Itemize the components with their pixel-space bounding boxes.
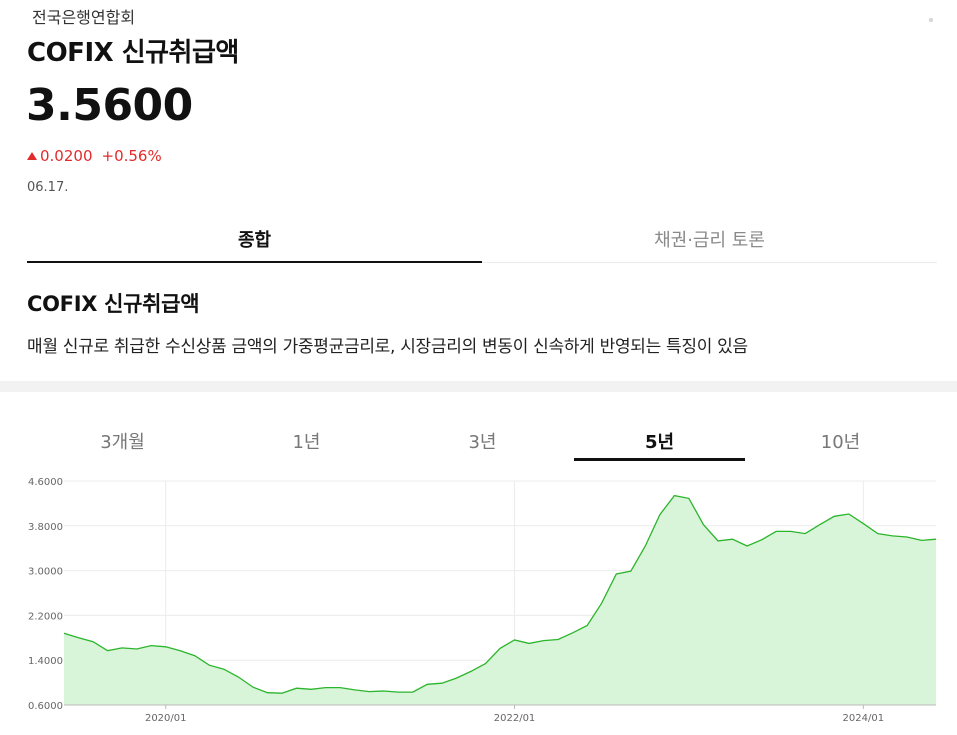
active-tab-indicator	[27, 261, 482, 263]
y-tick-label: 4.6000	[28, 477, 63, 488]
tab-baseline	[482, 262, 937, 263]
period-tab-5y[interactable]: 5년	[644, 432, 675, 453]
y-tick-label: 0.6000	[28, 701, 63, 712]
change-amount: 0.0200	[40, 147, 93, 165]
x-tick-label: 2022/01	[494, 713, 536, 724]
section-divider	[0, 381, 957, 392]
period-tab-1y[interactable]: 1년	[292, 432, 321, 453]
up-arrow-icon	[27, 151, 37, 160]
quote-date: 06.17.	[27, 180, 69, 195]
x-tick-label: 2024/01	[843, 713, 885, 724]
change-percent: +0.56%	[101, 147, 162, 165]
active-period-indicator	[574, 458, 745, 461]
tick-labels: 0.6000 1.4000 2.2000 3.0000 3.8000 4.6000 2020…	[28, 477, 884, 724]
rate-chart: 0.6000 1.4000 2.2000 3.0000 3.8000 4.6000 2020…	[28, 477, 937, 724]
tab-forum[interactable]: 채권·금리 토론	[654, 230, 765, 251]
current-price: 3.5600	[26, 80, 193, 131]
x-tick-label: 2020/01	[145, 713, 187, 724]
more-options-icon[interactable]	[929, 18, 933, 22]
provider-name: 전국은행연합회	[32, 8, 136, 27]
y-tick-label: 2.2000	[28, 611, 63, 622]
period-tab-3y[interactable]: 3년	[468, 432, 497, 453]
series-line	[63, 494, 937, 694]
area-fill	[64, 495, 936, 705]
page-title: COFIX 신규취급액	[27, 38, 239, 68]
period-tab-10y[interactable]: 10년	[820, 432, 861, 453]
price-change: 0.0200 +0.56%	[27, 147, 162, 165]
tab-summary[interactable]: 종합	[237, 230, 272, 251]
period-tab-3m[interactable]: 3개월	[100, 432, 145, 453]
section-description: 매월 신규로 취급한 수신상품 금액의 가중평균금리로, 시장금리의 변동이 신…	[27, 337, 748, 357]
y-tick-label: 1.4000	[28, 656, 63, 667]
section-title: COFIX 신규취급액	[27, 292, 200, 316]
y-tick-label: 3.8000	[28, 522, 63, 533]
y-tick-label: 3.0000	[28, 567, 63, 578]
